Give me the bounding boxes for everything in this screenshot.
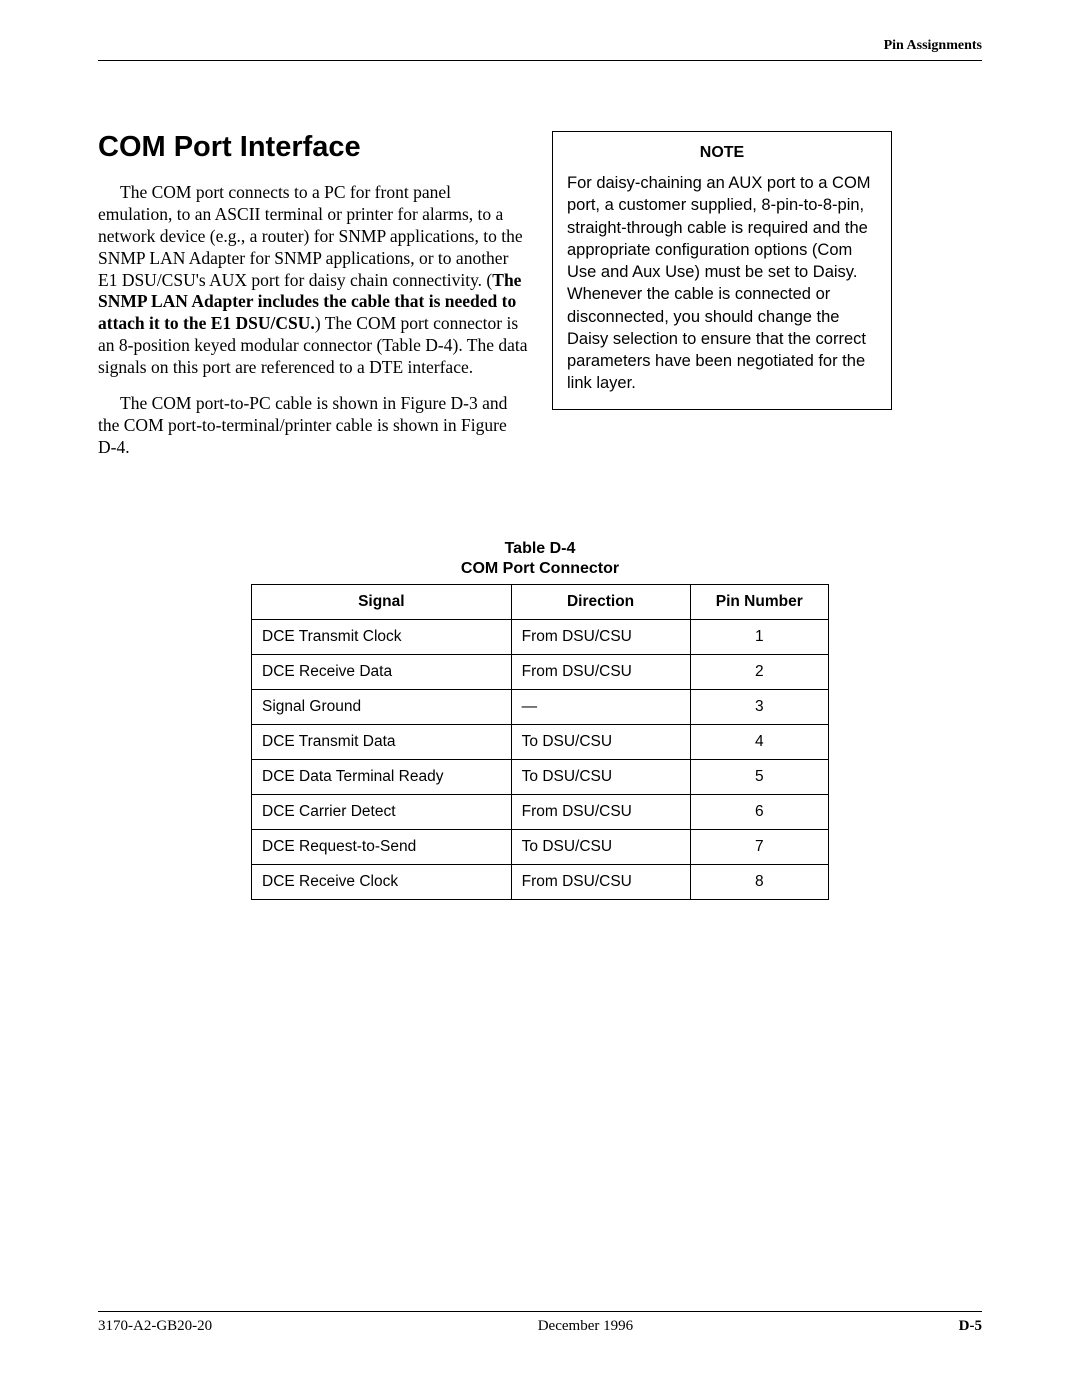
table-row: DCE Receive Data From DSU/CSU 2: [252, 655, 829, 690]
note-box: NOTE For daisy-chaining an AUX port to a…: [552, 131, 892, 410]
table-caption: Table D-4 COM Port Connector: [461, 539, 619, 581]
cell-pin: 8: [690, 865, 829, 900]
paragraph-1: The COM port connects to a PC for front …: [98, 182, 528, 379]
cell-pin: 2: [690, 655, 829, 690]
right-column: NOTE For daisy-chaining an AUX port to a…: [552, 131, 892, 410]
cell-dir: From DSU/CSU: [511, 795, 690, 830]
table-row: DCE Transmit Data To DSU/CSU 4: [252, 725, 829, 760]
cell-pin: 5: [690, 760, 829, 795]
table-row: DCE Carrier Detect From DSU/CSU 6: [252, 795, 829, 830]
note-title: NOTE: [567, 144, 877, 162]
col-header-direction: Direction: [511, 585, 690, 620]
header-rule: [98, 60, 982, 61]
cell-signal: DCE Data Terminal Ready: [252, 760, 512, 795]
table-header-row: Signal Direction Pin Number: [252, 585, 829, 620]
cell-dir: To DSU/CSU: [511, 830, 690, 865]
col-header-signal: Signal: [252, 585, 512, 620]
table-row: Signal Ground — 3: [252, 690, 829, 725]
cell-signal: DCE Carrier Detect: [252, 795, 512, 830]
footer-doc-id: 3170-A2-GB20-20: [98, 1318, 212, 1335]
cell-signal: DCE Transmit Clock: [252, 620, 512, 655]
cell-signal: DCE Receive Data: [252, 655, 512, 690]
cell-signal: DCE Receive Clock: [252, 865, 512, 900]
cell-signal: DCE Transmit Data: [252, 725, 512, 760]
table-block: Table D-4 COM Port Connector Signal Dire…: [98, 539, 982, 901]
table-row: DCE Receive Clock From DSU/CSU 8: [252, 865, 829, 900]
footer-rule: [98, 1311, 982, 1312]
cell-pin: 7: [690, 830, 829, 865]
paragraph-2: The COM port-to-PC cable is shown in Fig…: [98, 393, 528, 459]
cell-dir: —: [511, 690, 690, 725]
cell-pin: 1: [690, 620, 829, 655]
col-header-pin: Pin Number: [690, 585, 829, 620]
table-row: DCE Transmit Clock From DSU/CSU 1: [252, 620, 829, 655]
footer-row: 3170-A2-GB20-20 December 1996 D-5: [98, 1318, 982, 1335]
cell-signal: Signal Ground: [252, 690, 512, 725]
cell-dir: From DSU/CSU: [511, 655, 690, 690]
para1-lead: The COM port connects to a PC for front …: [98, 182, 523, 290]
cell-dir: From DSU/CSU: [511, 620, 690, 655]
section-title: COM Port Interface: [98, 131, 528, 164]
note-body: For daisy-chaining an AUX port to a COM …: [567, 172, 877, 395]
left-column: COM Port Interface The COM port connects…: [98, 131, 528, 473]
cell-dir: To DSU/CSU: [511, 725, 690, 760]
page-footer: 3170-A2-GB20-20 December 1996 D-5: [98, 1311, 982, 1335]
cell-dir: To DSU/CSU: [511, 760, 690, 795]
cell-pin: 3: [690, 690, 829, 725]
two-column-content: COM Port Interface The COM port connects…: [98, 131, 982, 473]
footer-date: December 1996: [212, 1318, 959, 1335]
table-row: DCE Data Terminal Ready To DSU/CSU 5: [252, 760, 829, 795]
cell-signal: DCE Request-to-Send: [252, 830, 512, 865]
com-port-connector-table: Signal Direction Pin Number DCE Transmit…: [251, 584, 829, 900]
page-content: Pin Assignments COM Port Interface The C…: [98, 38, 982, 900]
caption-line-2: COM Port Connector: [461, 560, 619, 577]
running-header: Pin Assignments: [98, 38, 982, 60]
table-row: DCE Request-to-Send To DSU/CSU 7: [252, 830, 829, 865]
caption-line-1: Table D-4: [505, 540, 576, 557]
cell-pin: 4: [690, 725, 829, 760]
footer-page-num: D-5: [959, 1318, 982, 1335]
cell-dir: From DSU/CSU: [511, 865, 690, 900]
cell-pin: 6: [690, 795, 829, 830]
